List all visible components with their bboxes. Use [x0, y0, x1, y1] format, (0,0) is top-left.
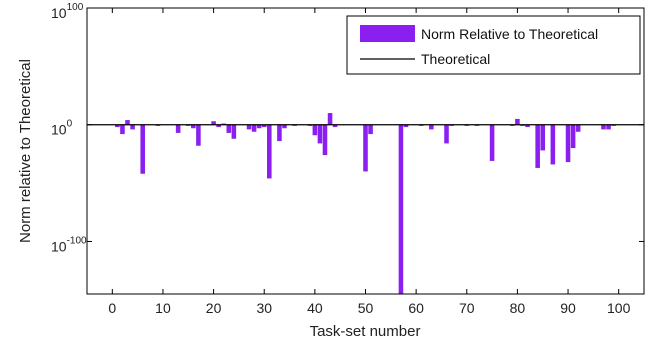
- bar-91: [570, 124, 576, 149]
- bar-21: [216, 124, 221, 128]
- bar-90: [565, 124, 571, 163]
- bar-41: [317, 124, 323, 144]
- legend-label-theoretical: Theoretical: [421, 51, 490, 67]
- legend: Norm Relative to Theoretical Theoretical: [346, 15, 641, 75]
- bars-group: [115, 113, 616, 294]
- bar-43: [327, 113, 333, 125]
- bar-29: [256, 124, 262, 129]
- x-tick-label-0: 0: [108, 300, 116, 316]
- x-tick-label-60: 60: [408, 300, 424, 316]
- bar-17: [196, 124, 201, 146]
- x-tick-label-100: 100: [607, 300, 631, 316]
- x-tick-label-40: 40: [307, 300, 323, 316]
- legend-box: [346, 15, 641, 75]
- bar-87: [550, 124, 556, 165]
- x-tick-label-50: 50: [358, 300, 374, 316]
- bar-6: [140, 124, 145, 174]
- legend-label-norm: Norm Relative to Theoretical: [421, 26, 598, 42]
- bar-20: [211, 121, 216, 125]
- x-tick-label-20: 20: [206, 300, 222, 316]
- legend-swatch-norm: [360, 25, 415, 42]
- bar-27: [246, 124, 252, 130]
- y-tick-label-0: 100: [51, 119, 73, 138]
- bar-51: [368, 124, 373, 135]
- bar-85: [540, 124, 546, 151]
- bar-63: [429, 124, 434, 130]
- bar-50: [363, 124, 368, 172]
- bar-58: [403, 124, 409, 128]
- bar-30: [261, 124, 267, 128]
- y-tick-label--100: 10-100: [51, 235, 87, 254]
- bar-1: [115, 124, 120, 128]
- bar-84: [535, 124, 540, 168]
- x-tick-label-80: 80: [510, 300, 526, 316]
- plot-frame: [86, 7, 645, 295]
- bar-92: [575, 124, 581, 132]
- bar-23: [226, 124, 232, 133]
- bar-44: [332, 124, 338, 128]
- x-tick-label-90: 90: [560, 300, 576, 316]
- bar-42: [322, 124, 328, 156]
- y-tick-label-100: 10100: [51, 2, 84, 21]
- bar-97: [601, 124, 606, 130]
- bar-34: [282, 124, 287, 129]
- x-tick-label-70: 70: [459, 300, 475, 316]
- bar-82: [525, 124, 530, 128]
- bar-98: [606, 124, 611, 130]
- bar-2: [120, 124, 125, 135]
- bar-16: [191, 124, 196, 129]
- bar-3: [125, 120, 130, 125]
- bar-28: [251, 124, 257, 132]
- bar-75: [489, 124, 495, 161]
- bar-24: [231, 124, 237, 139]
- x-tick-label-30: 30: [256, 300, 272, 316]
- bar-13: [175, 124, 181, 133]
- x-axis-label: Task-set number: [310, 323, 421, 340]
- bar-31: [267, 124, 272, 179]
- bar-4: [130, 124, 135, 130]
- bar-66: [444, 124, 449, 144]
- bar-57: [398, 124, 404, 294]
- bar-40: [312, 124, 318, 136]
- y-axis-label: Norm relative to Theoretical: [17, 59, 34, 243]
- x-tick-label-10: 10: [155, 300, 171, 316]
- bar-33: [277, 124, 282, 142]
- ticks-group: 0 10 20 30 40 50 60 70 80 90 100 10100 100 10-100: [51, 2, 644, 316]
- bar-80: [515, 118, 520, 125]
